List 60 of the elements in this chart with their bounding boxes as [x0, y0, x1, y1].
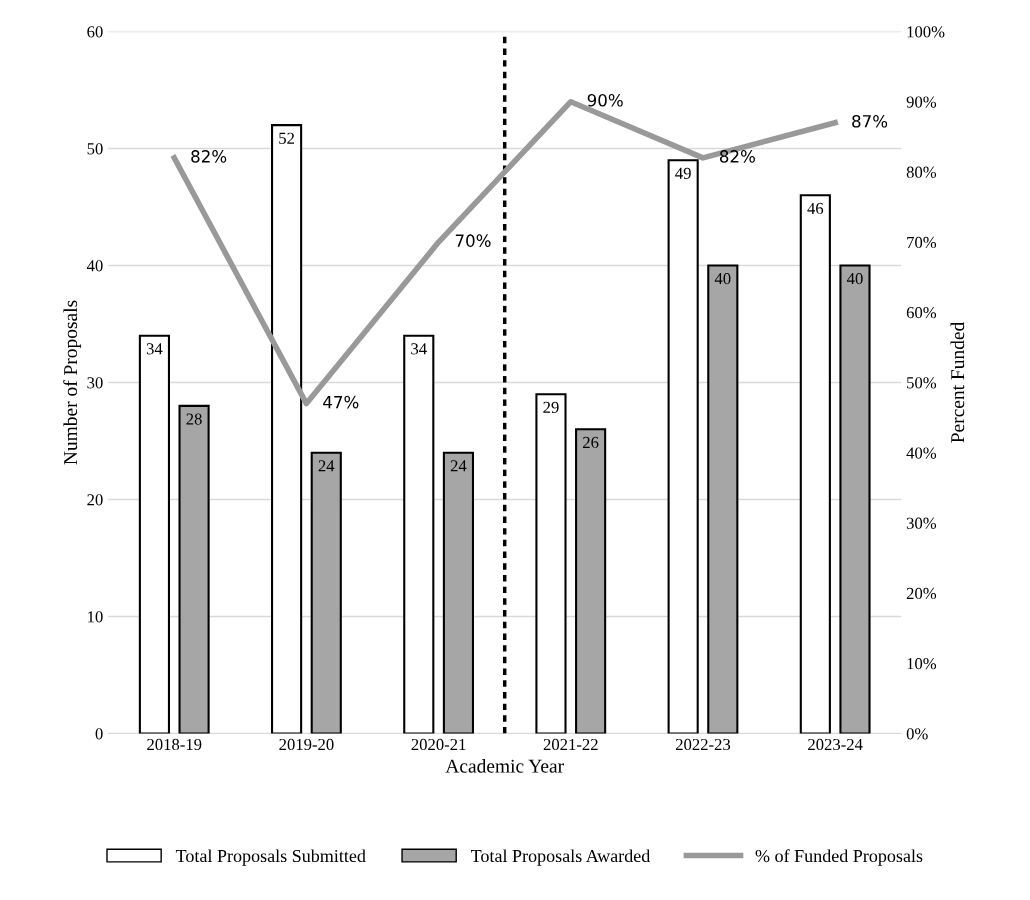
y-tick-label: 30	[87, 377, 103, 389]
x-tick-label: 2022-23	[675, 738, 731, 751]
y2-tick-label: 0%	[906, 728, 928, 740]
data-label: 87%	[852, 114, 888, 128]
bar	[575, 428, 607, 734]
data-label: 34	[411, 343, 427, 355]
data-label: 90%	[587, 93, 623, 107]
x-tick-label: 2023-24	[808, 738, 863, 751]
y-tick-label: 60	[87, 26, 103, 38]
bar	[271, 124, 303, 734]
bar	[178, 404, 210, 734]
data-label: 46	[807, 202, 824, 215]
bar	[310, 451, 342, 734]
legend-label: Total Proposals Submitted	[175, 849, 366, 866]
y-tick-label: 20	[87, 494, 103, 506]
data-label: 52	[279, 132, 295, 144]
y2-tick-label: 50%	[907, 377, 937, 389]
y2-tick-label: 80%	[906, 166, 937, 178]
bar	[707, 264, 739, 734]
x-tick-label: 2020-21	[411, 738, 466, 751]
y2-tick-label: 90%	[906, 96, 937, 108]
data-label: 29	[543, 401, 559, 413]
y-tick-label: 40	[86, 260, 103, 272]
bar	[839, 264, 871, 734]
data-label: 24	[318, 460, 335, 472]
bar	[403, 334, 435, 734]
y-tick-label: 0	[95, 728, 103, 740]
x-tick-label: 2018-19	[147, 738, 202, 751]
data-label: 49	[675, 167, 691, 179]
y2-tick-label: 40%	[906, 447, 937, 459]
data-label: 70%	[455, 234, 491, 247]
data-label: 26	[583, 436, 599, 449]
y2-axis-title: Percent Funded	[950, 321, 965, 443]
data-label: 82%	[719, 150, 755, 163]
x-tick-label: 2019-20	[279, 738, 334, 751]
data-label: 24	[450, 460, 467, 472]
bar	[535, 393, 567, 734]
data-label: 34	[146, 343, 163, 355]
data-label: 40	[714, 273, 731, 285]
bar	[138, 334, 170, 734]
y-axis-title: Number of Proposals	[63, 300, 82, 465]
x-axis-title: Academic Year	[445, 759, 564, 773]
y2-tick-label: 100%	[907, 26, 945, 38]
x-tick-label: 2021-22	[543, 738, 598, 751]
y2-tick-label: 10%	[907, 658, 937, 670]
data-label: 82%	[191, 150, 227, 163]
bar	[799, 194, 831, 734]
y2-tick-label: 20%	[906, 587, 937, 600]
bar	[667, 159, 699, 734]
y2-tick-label: 30%	[906, 517, 937, 529]
data-label: 47%	[323, 395, 359, 409]
y2-tick-label: 70%	[907, 236, 937, 249]
data-label: 40	[846, 273, 863, 285]
bar	[442, 451, 475, 734]
data-label: 28	[186, 413, 202, 425]
y-tick-label: 10	[88, 611, 103, 623]
legend-label: Total Proposals Awarded	[470, 849, 651, 866]
y2-tick-label: 60%	[906, 307, 937, 319]
y-tick-label: 50	[87, 143, 103, 155]
legend-label: % of Funded Proposals	[755, 849, 923, 866]
